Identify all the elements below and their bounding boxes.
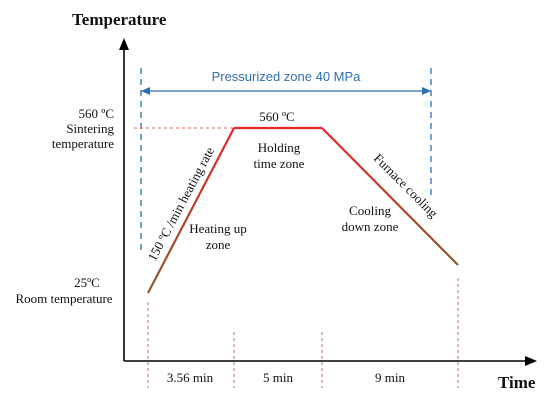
holding-zone-line2: time zone [254, 156, 305, 171]
heating-duration: 3.56 min [167, 370, 214, 385]
room-temp-name: Room temperature [15, 291, 112, 306]
holding-duration: 5 min [263, 370, 293, 385]
heating-zone-line2: zone [206, 237, 231, 252]
pressurized-zone-label: Pressurized zone 40 MPa [212, 69, 362, 84]
x-axis-arrow-icon [525, 356, 537, 366]
cooling-zone-line1: Cooling [349, 203, 391, 218]
temperature-profile [147, 126, 459, 294]
sintering-temp-name-line2: temperature [52, 136, 114, 151]
pressurized-zone: Pressurized zone 40 MPa [140, 68, 432, 250]
x-axis-title: Time [498, 373, 536, 392]
y-axis-title: Temperature [72, 10, 167, 29]
pressure-arrow-right-icon [422, 87, 431, 95]
peak-temp-label: 560 ºC [259, 109, 294, 124]
cooling-duration: 9 min [375, 370, 405, 385]
heating-zone-line1: Heating up [189, 221, 246, 236]
holding-zone-line1: Holding [258, 140, 301, 155]
y-axis-arrow-icon [119, 38, 129, 50]
cooling-zone-line2: down zone [342, 219, 399, 234]
y-axis [119, 38, 129, 361]
room-temp-value: 25ºC [74, 275, 100, 290]
pressure-arrow-left-icon [141, 87, 150, 95]
cooling-ramp [321, 127, 459, 266]
sintering-temp-value: 560 ºC [79, 106, 114, 121]
sintering-temp-name-line1: Sintering [66, 121, 114, 136]
x-axis [124, 356, 537, 366]
heating-ramp [147, 127, 235, 294]
reference-lines [134, 127, 459, 388]
